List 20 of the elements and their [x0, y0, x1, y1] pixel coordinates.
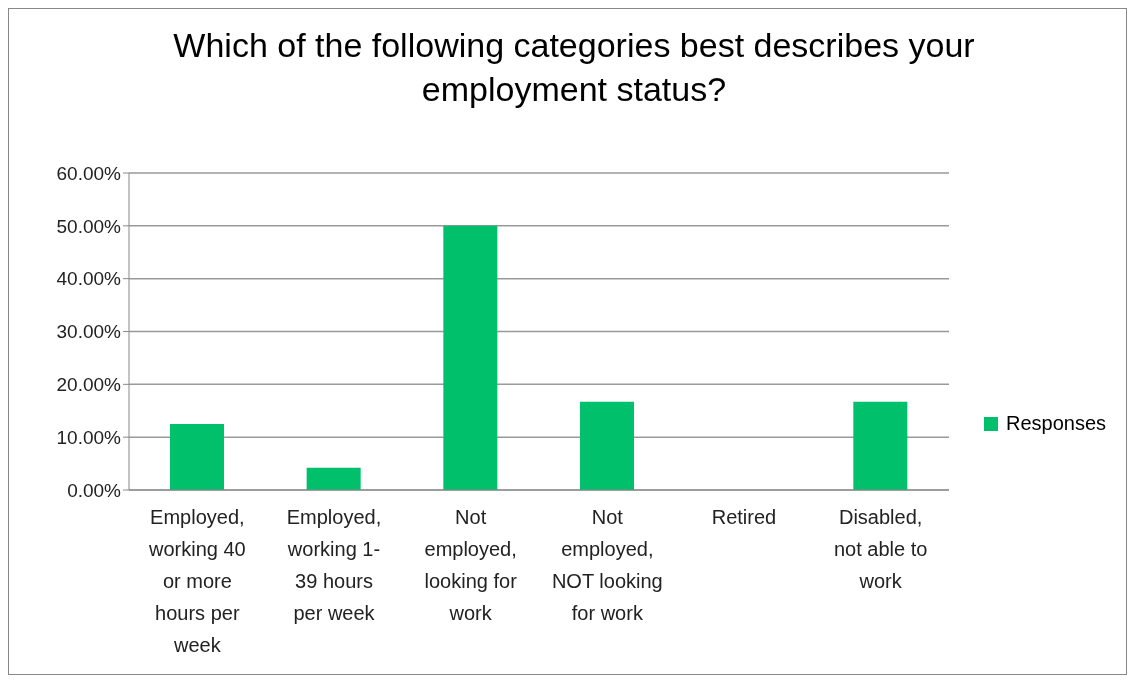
bar	[443, 225, 498, 490]
x-tick-label: Not employed, NOT looking for work	[551, 506, 663, 624]
y-tick-label: 40.00%	[56, 268, 122, 290]
x-tick-label: Disabled, not able to work	[833, 506, 928, 592]
y-tick-label: 60.00%	[56, 162, 122, 184]
x-tick-label: Not employed, looking for work	[424, 506, 518, 624]
x-tick-label: Employed, working 40 or more hours per week	[147, 506, 246, 656]
y-tick-label: 50.00%	[56, 215, 122, 237]
bar	[170, 423, 224, 490]
x-tick-label: Employed, working 1-39 hours per week	[286, 506, 382, 624]
chart-title: Which of the following categories best describes your employment status?	[172, 25, 976, 110]
legend-label: Responses	[1006, 412, 1107, 435]
bar	[580, 401, 634, 490]
x-tick-label: Retired	[711, 506, 777, 528]
y-tick-label: 10.00%	[56, 426, 122, 448]
y-tick-label: 30.00%	[56, 321, 122, 343]
bar	[306, 467, 361, 490]
bar	[853, 401, 908, 490]
y-tick-label: 0.00%	[67, 479, 122, 501]
y-tick-label: 20.00%	[56, 374, 122, 396]
